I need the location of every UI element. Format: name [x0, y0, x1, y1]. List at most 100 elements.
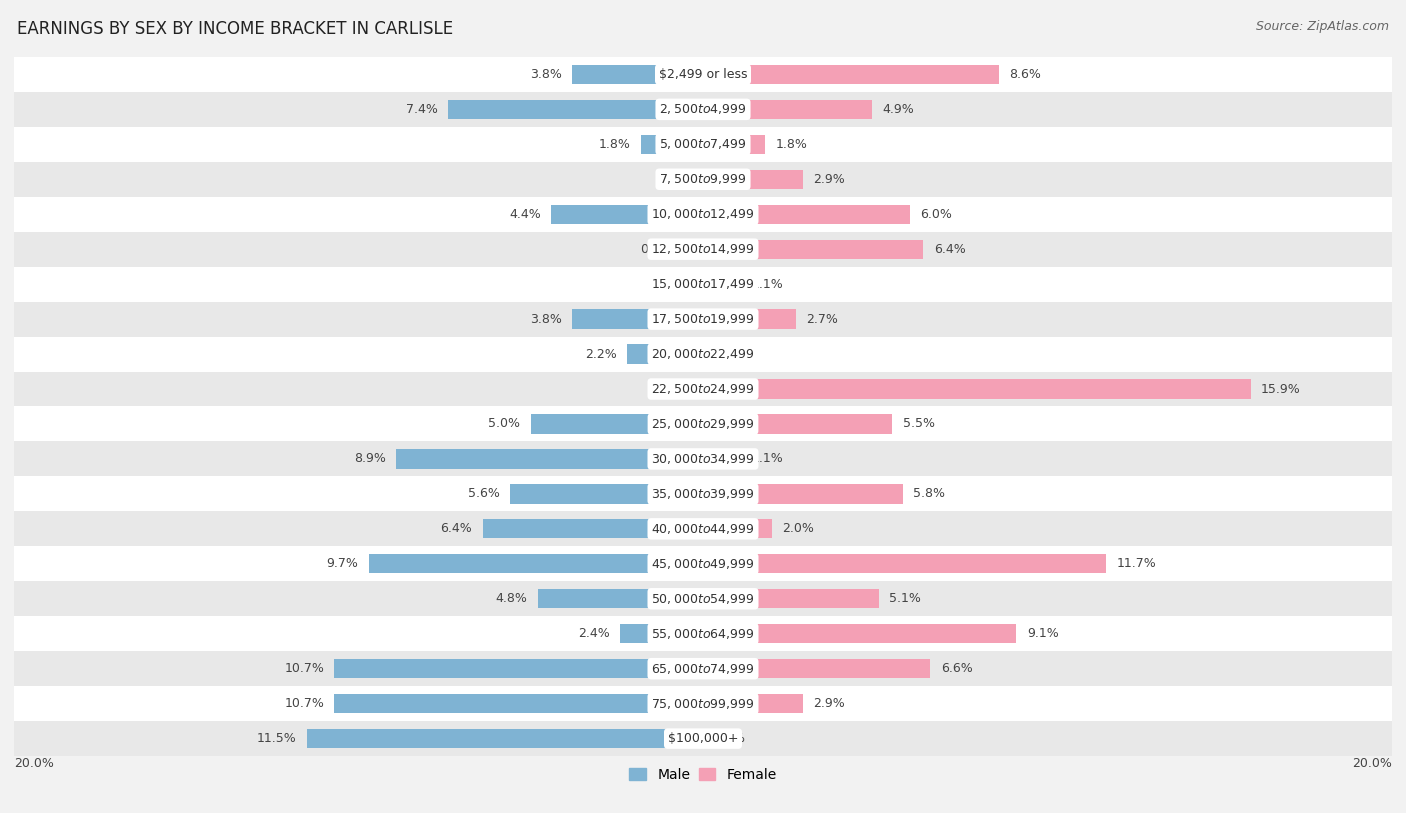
Bar	[703, 170, 803, 189]
Text: 2.0%: 2.0%	[782, 523, 814, 535]
Bar	[703, 624, 1017, 643]
Text: 5.6%: 5.6%	[468, 488, 499, 500]
Text: Source: ZipAtlas.com: Source: ZipAtlas.com	[1256, 20, 1389, 33]
Bar	[703, 275, 741, 293]
Bar	[703, 554, 1107, 573]
Bar	[14, 476, 1392, 511]
Text: 4.8%: 4.8%	[495, 593, 527, 605]
Text: $65,000 to $74,999: $65,000 to $74,999	[651, 662, 755, 676]
Text: $12,500 to $14,999: $12,500 to $14,999	[651, 242, 755, 256]
Text: $20,000 to $22,499: $20,000 to $22,499	[651, 347, 755, 361]
Text: $5,000 to $7,499: $5,000 to $7,499	[659, 137, 747, 151]
Text: 7.4%: 7.4%	[406, 103, 437, 115]
Text: $10,000 to $12,499: $10,000 to $12,499	[651, 207, 755, 221]
Bar	[703, 415, 893, 433]
Bar	[14, 546, 1392, 581]
Text: 5.1%: 5.1%	[889, 593, 921, 605]
Text: $7,500 to $9,999: $7,500 to $9,999	[659, 172, 747, 186]
Bar	[14, 616, 1392, 651]
Bar	[627, 345, 703, 363]
Text: 4.9%: 4.9%	[882, 103, 914, 115]
Bar	[14, 92, 1392, 127]
Bar	[14, 441, 1392, 476]
Text: $75,000 to $99,999: $75,000 to $99,999	[651, 697, 755, 711]
Text: 4.4%: 4.4%	[509, 208, 541, 220]
Bar	[14, 651, 1392, 686]
Bar	[703, 485, 903, 503]
Text: $55,000 to $64,999: $55,000 to $64,999	[651, 627, 755, 641]
Bar	[449, 100, 703, 119]
Text: $25,000 to $29,999: $25,000 to $29,999	[651, 417, 755, 431]
Bar	[14, 162, 1392, 197]
Text: 11.5%: 11.5%	[257, 733, 297, 745]
Text: 10.7%: 10.7%	[284, 663, 323, 675]
Bar	[14, 197, 1392, 232]
Text: 8.9%: 8.9%	[354, 453, 387, 465]
Bar	[531, 415, 703, 433]
Text: EARNINGS BY SEX BY INCOME BRACKET IN CARLISLE: EARNINGS BY SEX BY INCOME BRACKET IN CAR…	[17, 20, 453, 38]
Text: 1.1%: 1.1%	[751, 453, 783, 465]
Bar	[551, 205, 703, 224]
Text: 2.9%: 2.9%	[813, 698, 845, 710]
Text: $40,000 to $44,999: $40,000 to $44,999	[651, 522, 755, 536]
Bar	[14, 127, 1392, 162]
Text: 3.8%: 3.8%	[530, 68, 562, 80]
Bar	[703, 100, 872, 119]
Bar	[696, 380, 703, 398]
Bar	[703, 135, 765, 154]
Bar	[14, 57, 1392, 92]
Bar	[703, 589, 879, 608]
Text: 9.1%: 9.1%	[1026, 628, 1059, 640]
Bar	[572, 310, 703, 328]
Text: 10.7%: 10.7%	[284, 698, 323, 710]
Bar	[14, 511, 1392, 546]
Text: 0.0%: 0.0%	[661, 173, 693, 185]
Bar	[510, 485, 703, 503]
Text: $50,000 to $54,999: $50,000 to $54,999	[651, 592, 755, 606]
Bar	[14, 372, 1392, 406]
Text: 6.0%: 6.0%	[920, 208, 952, 220]
Text: 0.2%: 0.2%	[654, 383, 686, 395]
Bar	[703, 450, 741, 468]
Bar	[703, 65, 1000, 84]
Bar	[703, 520, 772, 538]
Bar	[14, 686, 1392, 721]
Bar	[537, 589, 703, 608]
Text: 2.9%: 2.9%	[813, 173, 845, 185]
Bar	[703, 205, 910, 224]
Text: 1.8%: 1.8%	[599, 138, 631, 150]
Text: 1.1%: 1.1%	[751, 278, 783, 290]
Text: 20.0%: 20.0%	[1353, 757, 1392, 770]
Text: 6.4%: 6.4%	[440, 523, 472, 535]
Text: 3.8%: 3.8%	[530, 313, 562, 325]
Text: 5.8%: 5.8%	[912, 488, 945, 500]
Bar	[682, 240, 703, 259]
Bar	[703, 659, 931, 678]
Bar	[14, 232, 1392, 267]
Text: 5.5%: 5.5%	[903, 418, 935, 430]
Bar	[14, 267, 1392, 302]
Text: 5.0%: 5.0%	[488, 418, 520, 430]
Bar	[14, 581, 1392, 616]
Bar	[14, 337, 1392, 372]
Text: 6.6%: 6.6%	[941, 663, 973, 675]
Text: 1.8%: 1.8%	[775, 138, 807, 150]
Text: 0.6%: 0.6%	[640, 243, 672, 255]
Text: $45,000 to $49,999: $45,000 to $49,999	[651, 557, 755, 571]
Bar	[641, 135, 703, 154]
Bar	[703, 240, 924, 259]
Bar	[14, 406, 1392, 441]
Text: 15.9%: 15.9%	[1261, 383, 1301, 395]
Bar	[620, 624, 703, 643]
Text: 2.2%: 2.2%	[585, 348, 617, 360]
Text: 0.0%: 0.0%	[661, 278, 693, 290]
Bar	[14, 302, 1392, 337]
Bar	[703, 310, 796, 328]
Text: 0.0%: 0.0%	[713, 733, 745, 745]
Text: $30,000 to $34,999: $30,000 to $34,999	[651, 452, 755, 466]
Legend: Male, Female: Male, Female	[624, 763, 782, 788]
Bar	[335, 659, 703, 678]
Bar	[703, 380, 1251, 398]
Text: $22,500 to $24,999: $22,500 to $24,999	[651, 382, 755, 396]
Text: 2.4%: 2.4%	[578, 628, 610, 640]
